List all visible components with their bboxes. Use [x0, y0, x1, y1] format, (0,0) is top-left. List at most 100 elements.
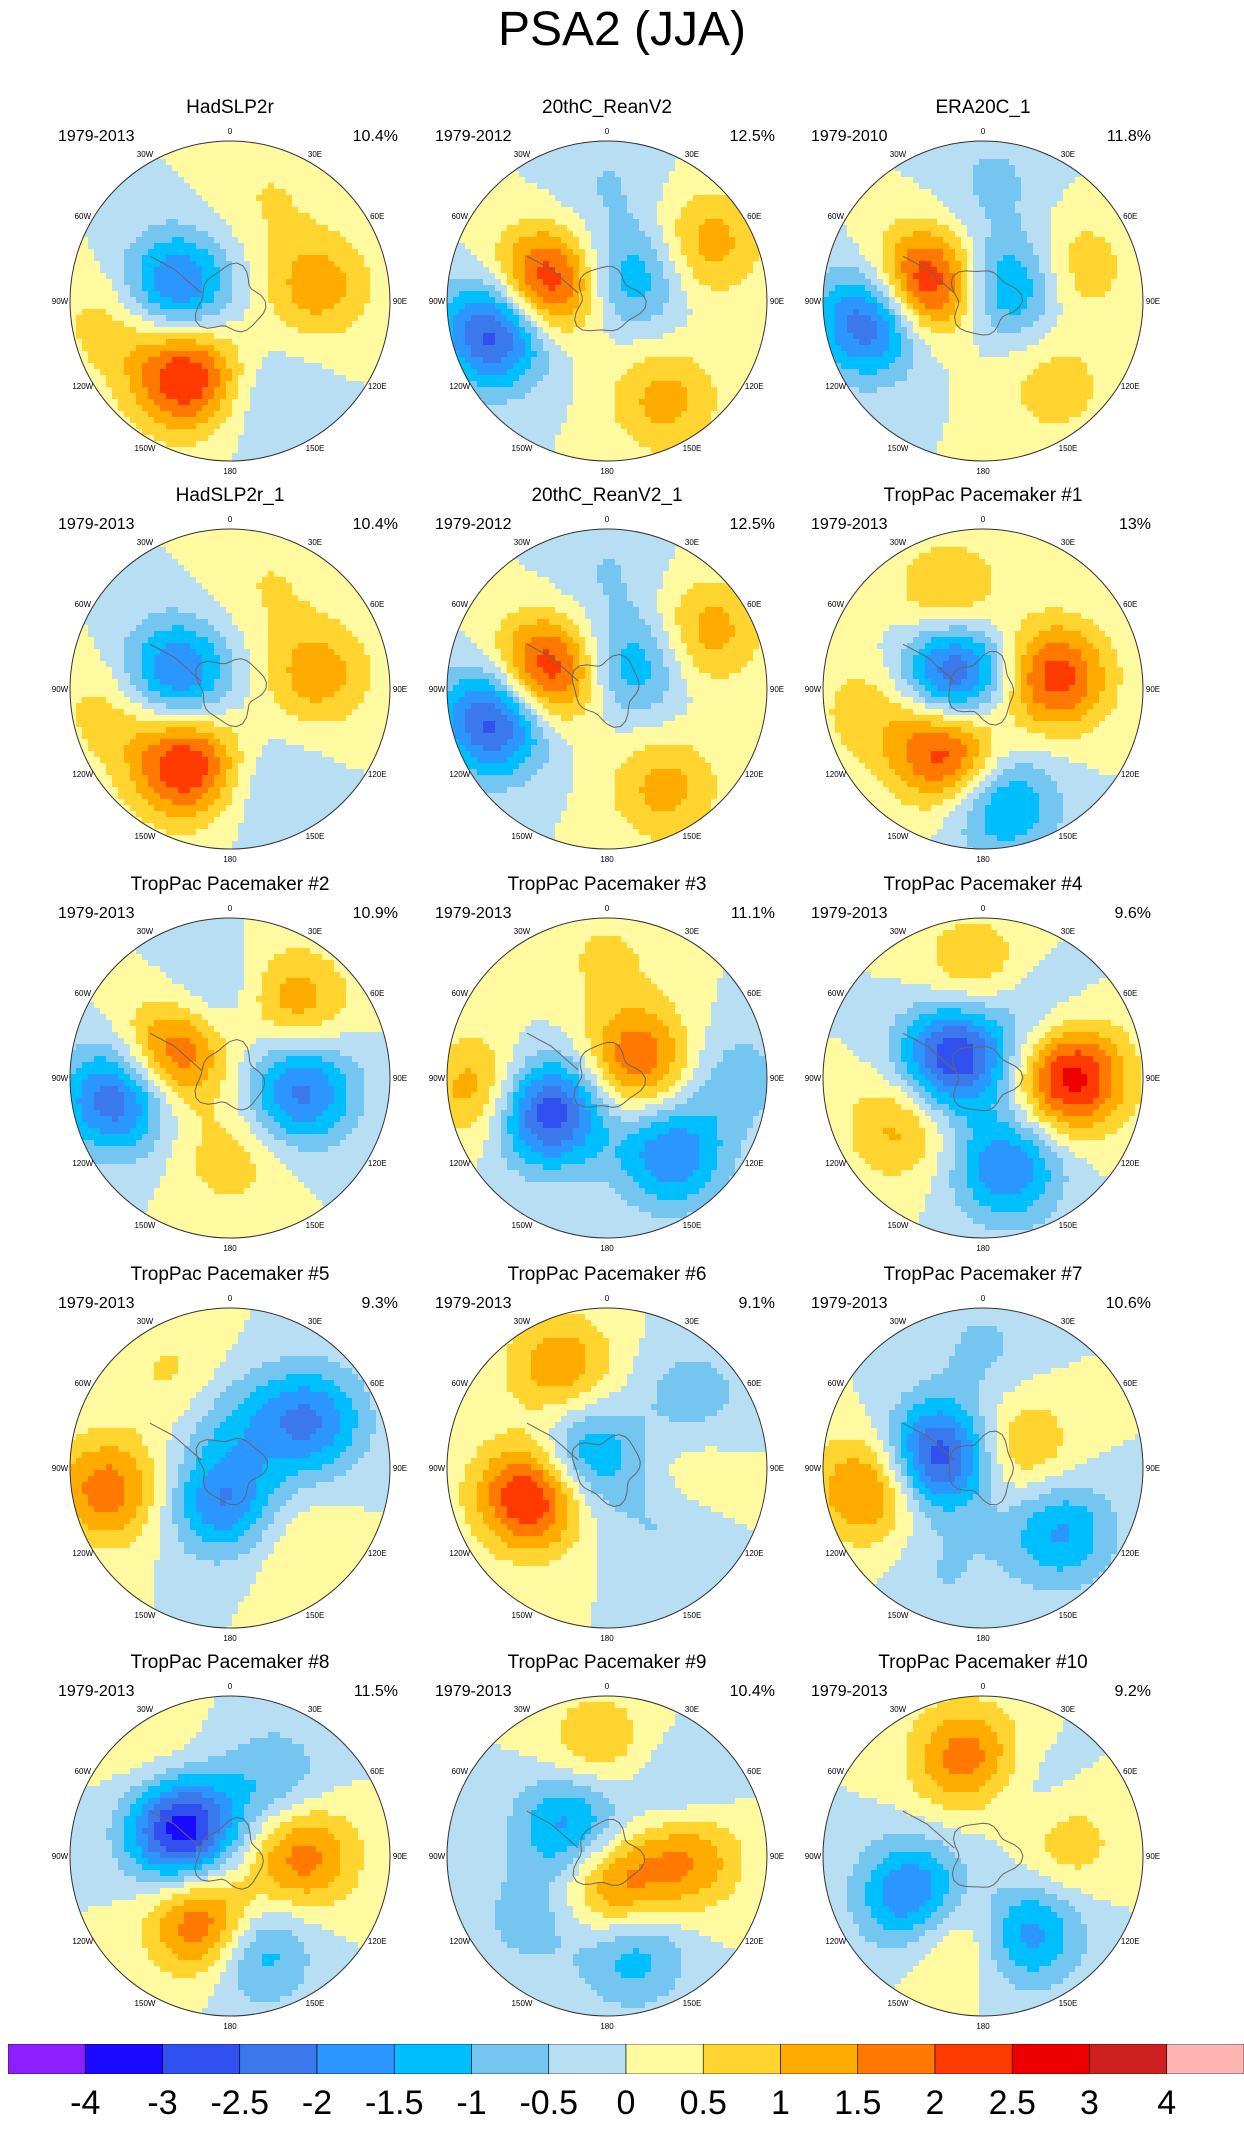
contour-cell [328, 369, 335, 376]
contour-cell [112, 249, 119, 256]
contour-cell [705, 207, 712, 214]
contour-cell [88, 309, 95, 316]
contour-cell [645, 297, 652, 304]
contour-cell [747, 255, 754, 262]
contour-cell [615, 369, 622, 376]
contour-cell [699, 303, 706, 310]
contour-cell [268, 249, 275, 256]
contour-cell [705, 267, 712, 274]
contour-cell [447, 315, 454, 322]
contour-cell [615, 447, 622, 454]
contour-cell [352, 303, 359, 310]
contour-cell [621, 159, 628, 166]
contour-cell [214, 243, 221, 250]
contour-cell [250, 369, 257, 376]
contour-cell [334, 309, 341, 316]
contour-cell [328, 351, 335, 358]
contour-cell [609, 369, 616, 376]
contour-cell [220, 453, 227, 460]
contour-cell [160, 321, 167, 328]
contour-cell [675, 393, 682, 400]
contour-cell [232, 267, 239, 274]
contour-cell [94, 333, 101, 340]
contour-cell [651, 225, 658, 232]
contour-cell [334, 351, 341, 358]
contour-cell [507, 381, 514, 388]
contour-cell [597, 309, 604, 316]
contour-cell [639, 333, 646, 340]
contour-cell [579, 369, 586, 376]
contour-cell [555, 447, 562, 454]
contour-cell [1045, 153, 1052, 160]
contour-cell [943, 153, 950, 160]
contour-cell [919, 171, 926, 178]
contour-cell [615, 339, 622, 346]
contour-cell [148, 369, 155, 376]
contour-cell [621, 189, 628, 196]
contour-cell [639, 171, 646, 178]
contour-cell [525, 165, 532, 172]
contour-cell [130, 297, 137, 304]
contour-cell [711, 375, 718, 382]
contour-cell [94, 213, 101, 220]
contour-cell [663, 237, 670, 244]
contour-cell [687, 273, 694, 280]
contour-cell [226, 141, 233, 148]
contour-cell [447, 291, 454, 298]
contour-cell [597, 177, 604, 184]
contour-cell [507, 393, 514, 400]
contour-cell [633, 459, 640, 461]
contour-cell [1045, 165, 1052, 172]
contour-cell [268, 171, 275, 178]
contour-cell [585, 303, 592, 310]
contour-cell [477, 369, 484, 376]
contour-cell [322, 279, 329, 286]
contour-cell [507, 297, 514, 304]
contour-cell [184, 231, 191, 238]
contour-cell [178, 231, 185, 238]
contour-cell [639, 435, 646, 442]
contour-cell [717, 285, 724, 292]
contour-cell [256, 153, 263, 160]
contour-cell [1009, 171, 1016, 178]
contour-cell [471, 243, 478, 250]
contour-cell [585, 249, 592, 256]
contour-cell [118, 243, 125, 250]
contour-cell [693, 417, 700, 424]
contour-cell [519, 279, 526, 286]
contour-cell [190, 171, 197, 178]
contour-cell [477, 201, 484, 208]
contour-cell [166, 219, 173, 226]
contour-cell [334, 411, 341, 418]
contour-cell [675, 285, 682, 292]
contour-cell [549, 159, 556, 166]
contour-cell [717, 363, 724, 370]
contour-cell [741, 375, 748, 382]
contour-cell [172, 285, 179, 292]
contour-cell [292, 279, 299, 286]
contour-cell [88, 267, 95, 274]
contour-cell [148, 243, 155, 250]
contour-cell [118, 231, 125, 238]
contour-cell [657, 243, 664, 250]
contour-cell [651, 153, 658, 160]
contour-cell [591, 183, 598, 190]
contour-cell [106, 273, 113, 280]
contour-cell [741, 255, 748, 262]
contour-cell [196, 189, 203, 196]
contour-cell [118, 195, 125, 202]
contour-cell [483, 381, 490, 388]
contour-cell [136, 237, 143, 244]
contour-cell [238, 411, 245, 418]
contour-cell [244, 381, 251, 388]
contour-cell [178, 291, 185, 298]
contour-cell [298, 231, 305, 238]
contour-cell [226, 357, 233, 364]
contour-cell [645, 261, 652, 268]
contour-cell [675, 279, 682, 286]
contour-cell [513, 177, 520, 184]
contour-cell [501, 207, 508, 214]
contour-cell [1009, 183, 1016, 190]
contour-cell [142, 249, 149, 256]
contour-cell [645, 279, 652, 286]
